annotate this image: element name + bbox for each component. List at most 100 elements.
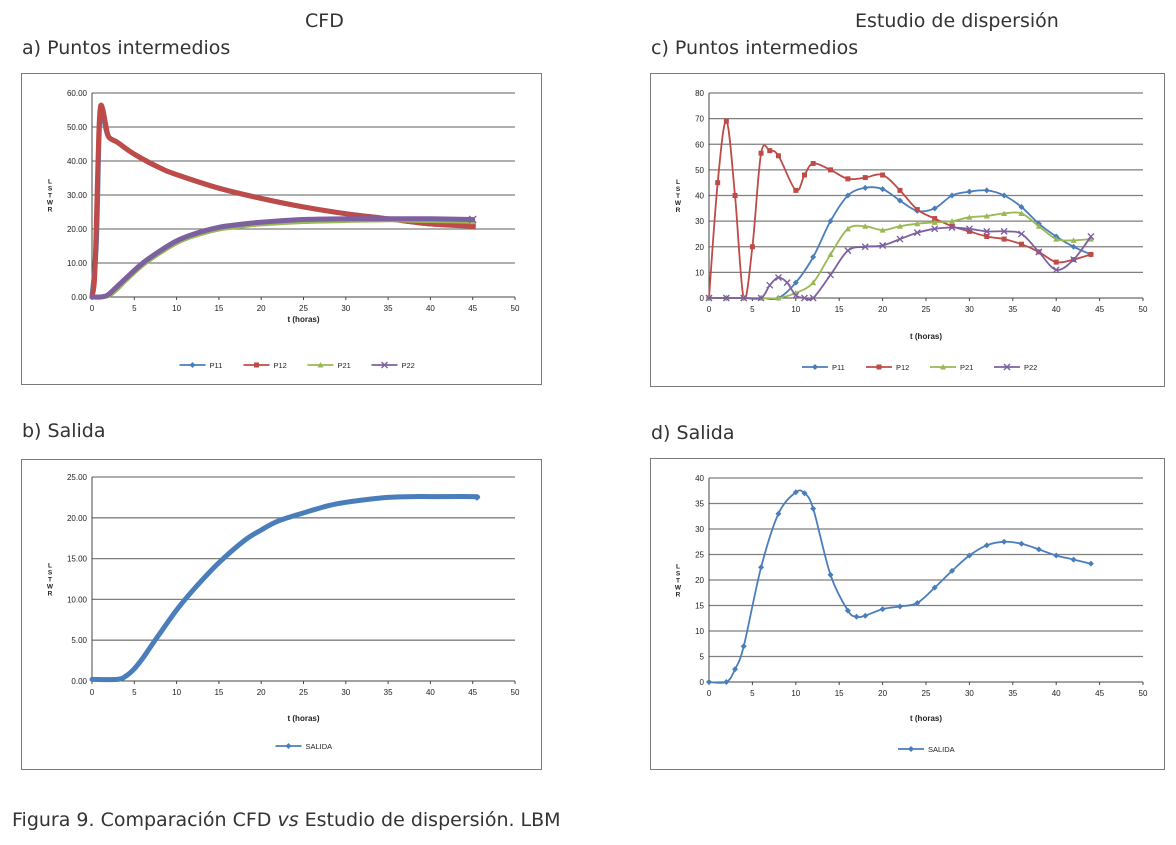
data-point-p12	[810, 160, 816, 166]
x-axis-label: t (horas)	[288, 714, 320, 723]
data-point-p12	[767, 148, 773, 154]
y-tick-label: 60.00	[67, 89, 88, 98]
chart-d-frame: 0 5 10 15 20 25 30 35 40 0 5 10 15 20 25 30 35 40 45 50 t (h…	[650, 458, 1165, 770]
x-tick-label: 25	[299, 304, 308, 313]
data-point-p11	[862, 184, 869, 191]
y-axis-label-char: R	[676, 592, 681, 599]
panel-a-title: a) Puntos intermedios	[22, 37, 231, 59]
x-tick-label: 50	[1139, 689, 1148, 698]
legend-label: P11	[210, 361, 223, 370]
data-point-p12	[984, 234, 990, 239]
x-tick-label: 35	[1008, 305, 1017, 314]
data-point-p12	[749, 244, 755, 250]
data-point-p11	[896, 197, 903, 204]
caption-italic: vs	[277, 809, 299, 831]
data-point-p21	[879, 227, 886, 233]
data-point-p21	[844, 225, 851, 232]
x-tick-label: 20	[878, 689, 887, 698]
x-tick-label: 40	[426, 688, 435, 697]
data-point-p21	[931, 219, 938, 225]
data-point-p22	[844, 247, 852, 255]
data-point-p12	[1001, 236, 1007, 242]
x-tick-label: 10	[172, 304, 181, 313]
data-point-salida	[758, 564, 765, 571]
legend-marker-p21	[940, 364, 946, 370]
y-tick-label: 30	[695, 525, 704, 534]
y-tick-label: 60	[695, 140, 704, 149]
y-tick-label: 50	[695, 166, 704, 175]
data-point-p22	[757, 294, 765, 302]
y-tick-label: 70	[695, 115, 704, 124]
data-point-p11	[931, 205, 938, 212]
x-tick-label: 25	[299, 688, 308, 697]
series-line-p11	[708, 186, 1092, 301]
y-axis-label-char: L	[48, 563, 52, 570]
chart-a-frame: 0.00 10.00 20.00 30.00 40.00 50.00 60.00 0 5 10 15…	[21, 73, 542, 385]
data-point-p22	[792, 291, 800, 299]
data-point-salida	[723, 679, 730, 685]
data-point-p12	[966, 228, 972, 234]
data-point-p22-b	[800, 294, 808, 302]
data-point-p22-b	[468, 215, 477, 224]
y-axis-label-char: R	[48, 207, 53, 214]
data-point-p21	[1035, 223, 1042, 229]
data-point-salida	[879, 606, 886, 613]
data-point-p22	[931, 225, 939, 233]
data-point-salida	[792, 489, 799, 496]
data-point-p12	[801, 172, 807, 178]
y-axis-label-char: S	[676, 571, 681, 578]
data-point-p12	[723, 118, 729, 124]
y-tick-label: 35	[695, 500, 704, 509]
y-tick-label: 20.00	[67, 225, 88, 234]
y-tick-label: 50.00	[67, 123, 88, 132]
data-point-p22-b	[983, 227, 991, 235]
legend-label: SALIDA	[306, 742, 333, 751]
data-point-p22	[1000, 227, 1008, 235]
y-axis-label-char: W	[675, 585, 682, 592]
data-point-p22-b	[879, 241, 887, 249]
data-point-salida	[853, 613, 860, 620]
x-tick-label: 15	[214, 304, 223, 313]
chart-c: 0 10 20 30 40 50 60 70 80 0 5 10 15 20 25 30 35 40 45 50 t (…	[675, 89, 1148, 372]
data-point-p12	[932, 216, 938, 222]
chart-d: 0 5 10 15 20 25 30 35 40 0 5 10 15 20 25 30 35 40 45 50 t (h…	[675, 474, 1148, 754]
data-point-p22	[1070, 256, 1078, 264]
data-point-p21	[775, 295, 782, 301]
x-tick-label: 30	[965, 689, 974, 698]
legend-marker-p21	[317, 362, 324, 368]
chart-b: 0.00 5.00 10.00 15.00 20.00 25.00 0 5 10 15 20 25 30…	[47, 473, 520, 751]
x-tick-label: 50	[1139, 305, 1148, 314]
data-point-p21	[966, 214, 973, 220]
x-tick-label: 0	[90, 304, 95, 313]
data-point-salida	[983, 542, 990, 549]
series-line-salida	[708, 489, 1092, 684]
series-line-salida	[89, 494, 480, 683]
y-axis-label-char: S	[48, 570, 53, 577]
x-tick-label: 10	[791, 305, 800, 314]
y-tick-label: 20	[695, 576, 704, 585]
data-point-p21	[1087, 236, 1094, 242]
y-axis-label-char: S	[48, 186, 53, 193]
legend-marker-p11	[812, 364, 818, 370]
y-tick-label: 15	[695, 602, 704, 611]
data-point-salida	[732, 666, 739, 673]
legend-marker-p11	[189, 362, 196, 368]
y-axis-label-char: W	[675, 200, 682, 207]
data-point-p21	[983, 213, 990, 219]
legend-label: P21	[960, 363, 973, 372]
legend-marker-p22-b	[381, 361, 388, 369]
x-tick-label: 15	[835, 305, 844, 314]
y-tick-label: 30.00	[67, 191, 88, 200]
y-tick-label: 10.00	[67, 595, 88, 604]
data-point-p22	[722, 294, 730, 302]
x-tick-label: 15	[214, 688, 223, 697]
data-point-p22-b	[1070, 256, 1078, 264]
series-line-p22	[89, 216, 476, 300]
data-point-p22	[1087, 233, 1095, 240]
x-tick-label: 25	[922, 305, 931, 314]
figure-caption: Figura 9. Comparación CFD vs Estudio de …	[12, 809, 561, 831]
data-point-salida	[801, 490, 808, 497]
data-point-p22-b	[783, 279, 791, 287]
data-point-p12	[715, 180, 721, 186]
